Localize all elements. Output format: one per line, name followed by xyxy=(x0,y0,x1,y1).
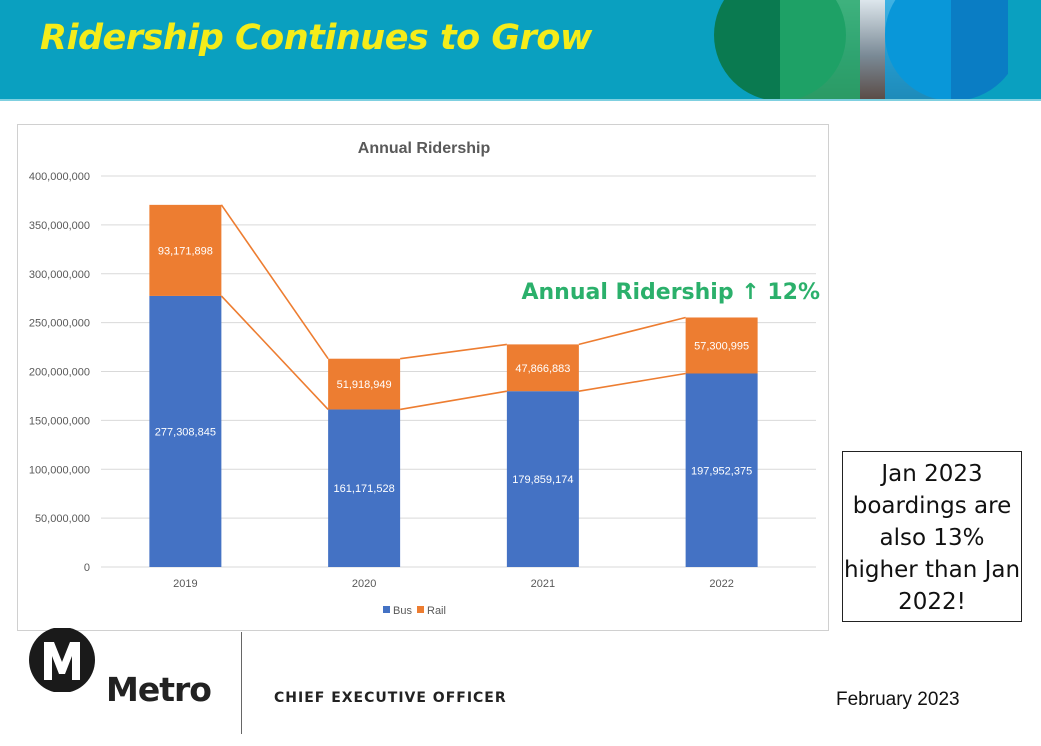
series-line xyxy=(220,295,329,411)
header-divider xyxy=(0,99,1041,101)
bar-bus-2021 xyxy=(506,391,579,567)
legend-swatch-bus xyxy=(383,606,390,613)
bar-rail-2022 xyxy=(685,317,758,374)
y-tick-label: 200,000,000 xyxy=(29,367,90,379)
legend-label: Bus xyxy=(393,605,412,617)
data-label: 161,171,528 xyxy=(334,483,395,495)
callout-box: Jan 2023 boardings are also 13% higher t… xyxy=(842,451,1022,622)
growth-annotation: Annual Ridership ↑ 12% xyxy=(521,280,820,305)
data-label: 51,918,949 xyxy=(337,379,392,391)
series-line xyxy=(578,316,686,346)
slide-title: Ridership Continues to Grow xyxy=(40,18,592,58)
y-tick-label: 250,000,000 xyxy=(29,318,90,330)
y-tick-label: 300,000,000 xyxy=(29,269,90,281)
data-label: 197,952,375 xyxy=(691,465,752,477)
bar-rail-2021 xyxy=(506,344,579,392)
header-banner: Ridership Continues to Grow xyxy=(0,0,1041,101)
bar-rail-2020 xyxy=(328,358,401,410)
x-tick-label: 2022 xyxy=(709,578,733,590)
data-label: 277,308,845 xyxy=(155,426,216,438)
header-photo-graphic xyxy=(714,0,1008,101)
y-tick-label: 100,000,000 xyxy=(29,464,90,476)
x-tick-label: 2019 xyxy=(173,578,197,590)
series-line xyxy=(399,390,508,411)
data-label: 57,300,995 xyxy=(694,340,749,352)
metro-wordmark: Metro xyxy=(106,670,212,709)
data-label: 179,859,174 xyxy=(512,474,573,486)
date-label: February 2023 xyxy=(836,689,960,710)
bar-bus-2019 xyxy=(149,295,222,567)
y-tick-label: 350,000,000 xyxy=(29,220,90,232)
chart-title: Annual Ridership xyxy=(358,140,491,157)
metro-m-logo-icon xyxy=(29,628,95,692)
legend-label: Rail xyxy=(427,605,446,617)
y-tick-label: 150,000,000 xyxy=(29,415,90,427)
x-tick-label: 2021 xyxy=(531,578,555,590)
y-tick-label: 50,000,000 xyxy=(35,513,90,525)
series-line xyxy=(400,343,507,360)
series-line xyxy=(578,372,686,392)
bar-rail-2019 xyxy=(149,204,222,296)
data-label: 47,866,883 xyxy=(515,363,570,375)
legend-swatch-rail xyxy=(417,606,424,613)
y-tick-label: 400,000,000 xyxy=(29,171,90,183)
chart-canvas: Annual Ridership 0 50,000,000 100,000,000 15… xyxy=(29,140,820,617)
bar-bus-2022 xyxy=(685,373,758,567)
x-tick-label: 2020 xyxy=(352,578,376,590)
series-line xyxy=(220,204,329,360)
office-label: CHIEF EXECUTIVE OFFICER xyxy=(274,690,507,706)
data-label: 93,171,898 xyxy=(158,245,213,257)
y-tick-label: 0 xyxy=(84,562,90,574)
bar-bus-2020 xyxy=(328,409,401,567)
annual-ridership-chart: Annual Ridership 0 50,000,000 100,000,000 15… xyxy=(17,124,829,631)
footer-divider xyxy=(241,632,242,734)
